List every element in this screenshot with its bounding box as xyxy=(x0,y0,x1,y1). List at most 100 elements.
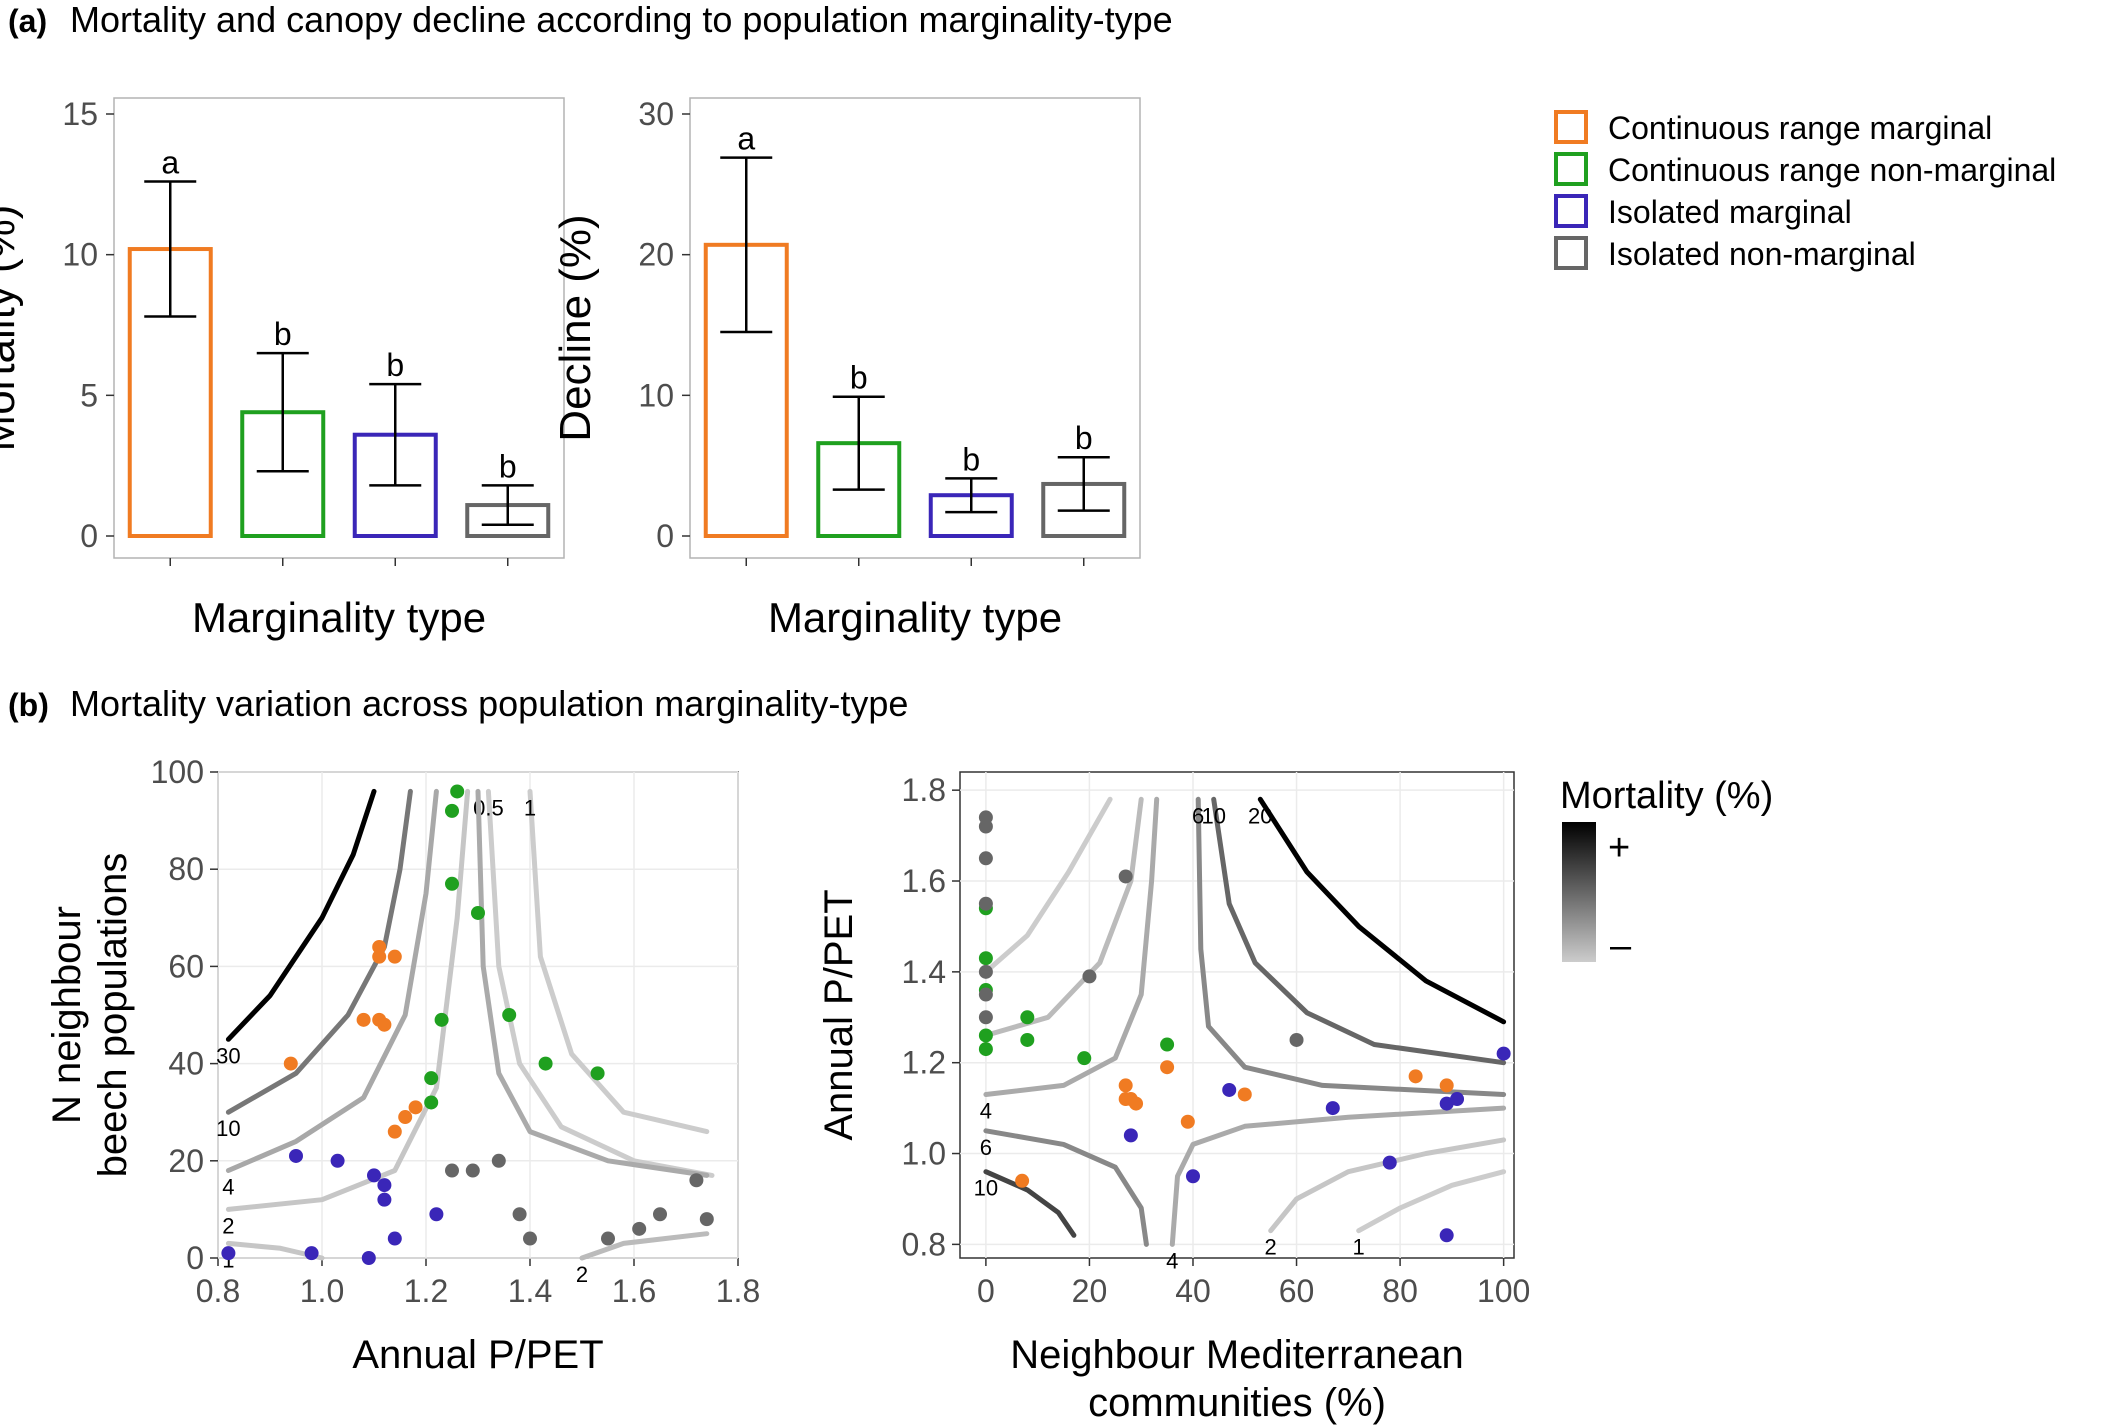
y-tick-label: 0 xyxy=(80,518,98,554)
point-continuous-range-non-marginal xyxy=(445,803,459,818)
significance-label: b xyxy=(274,316,292,352)
legend-swatch-isolated-marginal xyxy=(1554,194,1588,228)
x-axis-title: Marginality type xyxy=(192,594,486,641)
y-tick-label: 80 xyxy=(168,851,204,887)
point-isolated-non-marginal xyxy=(491,1153,506,1168)
contour-label: 4 xyxy=(980,1098,992,1123)
gradient-legend-minus: – xyxy=(1610,925,1632,967)
contour-label: 6 xyxy=(1192,803,1204,828)
legend-swatch-isolated-non-marginal xyxy=(1554,236,1588,270)
point-isolated-marginal xyxy=(367,1168,381,1183)
point-continuous-range-marginal xyxy=(1237,1087,1252,1102)
legend-swatch-continuous-non-marginal xyxy=(1554,152,1588,186)
point-continuous-range-marginal xyxy=(398,1110,413,1125)
point-continuous-range-marginal xyxy=(356,1012,371,1027)
point-isolated-marginal xyxy=(1496,1046,1511,1061)
y-tick-label: 1.6 xyxy=(902,863,946,899)
contour-line-2 xyxy=(1195,796,1507,1097)
point-isolated-marginal xyxy=(1450,1092,1465,1107)
point-continuous-range-non-marginal xyxy=(978,1028,993,1043)
y-tick-label: 1.8 xyxy=(902,772,946,808)
y-axis-title: Annual P/PET xyxy=(817,889,861,1140)
decline-bar-chart: 0 10 20 30 a b b b Marginality type Decline (%) xyxy=(551,96,1141,641)
significance-label: b xyxy=(499,448,517,484)
point-isolated-marginal xyxy=(1185,1169,1200,1184)
point-continuous-range-marginal xyxy=(1015,1173,1030,1188)
point-continuous-range-marginal xyxy=(408,1100,423,1115)
y-axis-title: beech populations xyxy=(91,853,135,1178)
point-continuous-range-non-marginal xyxy=(434,1012,449,1027)
significance-label: b xyxy=(850,360,868,396)
legend-label-isolated-marginal: Isolated marginal xyxy=(1608,194,1852,230)
contour-line-0 xyxy=(1257,796,1507,1025)
mortality-gradient-legend: Mortality (%) + – xyxy=(1560,775,1773,967)
y-tick-label: 0 xyxy=(656,518,674,554)
x-tick-label: 1.6 xyxy=(612,1273,656,1309)
point-isolated-non-marginal xyxy=(653,1207,667,1222)
point-continuous-range-marginal xyxy=(387,949,402,964)
x-tick-label: 20 xyxy=(1072,1273,1108,1309)
contour-label: 4 xyxy=(222,1175,234,1200)
y-tick-label: 20 xyxy=(168,1143,204,1179)
contour-line-9 xyxy=(1268,1137,1507,1234)
point-isolated-marginal xyxy=(429,1207,444,1222)
point-isolated-non-marginal xyxy=(978,987,993,1002)
x-tick-label: 1.8 xyxy=(716,1273,760,1309)
point-isolated-non-marginal xyxy=(445,1163,459,1178)
point-continuous-range-non-marginal xyxy=(471,905,485,920)
panel-a-heading: Mortality and canopy decline according t… xyxy=(70,0,1173,40)
point-isolated-non-marginal xyxy=(978,896,993,911)
point-continuous-range-marginal xyxy=(1118,1078,1133,1093)
point-continuous-range-non-marginal xyxy=(502,1008,517,1022)
x-tick-label: 100 xyxy=(1477,1273,1530,1309)
point-isolated-marginal xyxy=(289,1148,303,1163)
mediterranean-communities-scatter: 0 20 40 60 80 1000.81.01.21.41.61.82010641064… xyxy=(817,771,1530,1425)
contour-line-6 xyxy=(475,788,710,1178)
plot-panel xyxy=(959,771,1515,1259)
y-tick-label: 1.2 xyxy=(902,1045,946,1081)
y-axis-title: N neighbour xyxy=(45,906,89,1124)
contour-line-5 xyxy=(983,796,1113,975)
contour-line-7 xyxy=(983,1128,1149,1247)
point-isolated-marginal xyxy=(1222,1082,1237,1097)
point-continuous-range-non-marginal xyxy=(538,1056,553,1071)
plot-panel xyxy=(113,97,565,559)
y-tick-label: 5 xyxy=(80,377,98,413)
point-isolated-marginal xyxy=(387,1231,402,1246)
contour-label: 20 xyxy=(1248,803,1272,828)
panel-b-letter: (b) xyxy=(8,687,49,723)
contour-label: 2 xyxy=(1265,1235,1277,1260)
x-tick-label: 1.4 xyxy=(508,1273,552,1309)
contour-label: 30 xyxy=(216,1043,240,1068)
point-isolated-non-marginal xyxy=(632,1221,647,1236)
contour-line-3 xyxy=(983,796,1160,1097)
x-tick-label: 1.0 xyxy=(300,1273,344,1309)
point-continuous-range-non-marginal xyxy=(1160,1037,1175,1052)
contour-line-10 xyxy=(1356,1169,1507,1234)
point-continuous-range-non-marginal xyxy=(978,951,993,966)
x-axis-title: Neighbour Mediterranean xyxy=(1010,1333,1464,1377)
point-continuous-range-non-marginal xyxy=(1020,1010,1035,1025)
significance-label: b xyxy=(386,347,404,383)
point-isolated-marginal xyxy=(1123,1128,1138,1143)
point-continuous-range-marginal xyxy=(1160,1060,1175,1075)
y-tick-label: 10 xyxy=(638,377,674,413)
point-isolated-marginal xyxy=(1382,1155,1397,1170)
y-tick-label: 1.4 xyxy=(902,954,946,990)
point-continuous-range-marginal xyxy=(1408,1069,1423,1084)
y-tick-label: 20 xyxy=(638,237,674,273)
point-isolated-non-marginal xyxy=(523,1231,537,1246)
point-continuous-range-non-marginal xyxy=(424,1071,439,1086)
x-tick-label: 80 xyxy=(1382,1273,1418,1309)
point-isolated-marginal xyxy=(377,1192,392,1207)
y-tick-label: 60 xyxy=(168,948,204,984)
y-tick-label: 40 xyxy=(168,1046,204,1082)
mortality-bar-chart: 0 5 10 15 a b b b Marginality type Mortality (%) xyxy=(0,96,565,641)
point-isolated-marginal xyxy=(377,1178,392,1193)
contour-label: 10 xyxy=(216,1116,240,1141)
point-continuous-range-marginal xyxy=(1129,1096,1144,1111)
point-continuous-range-marginal xyxy=(1180,1114,1195,1129)
point-continuous-range-marginal xyxy=(283,1056,298,1071)
contour-line-1 xyxy=(225,788,413,1115)
significance-label: b xyxy=(962,441,980,477)
